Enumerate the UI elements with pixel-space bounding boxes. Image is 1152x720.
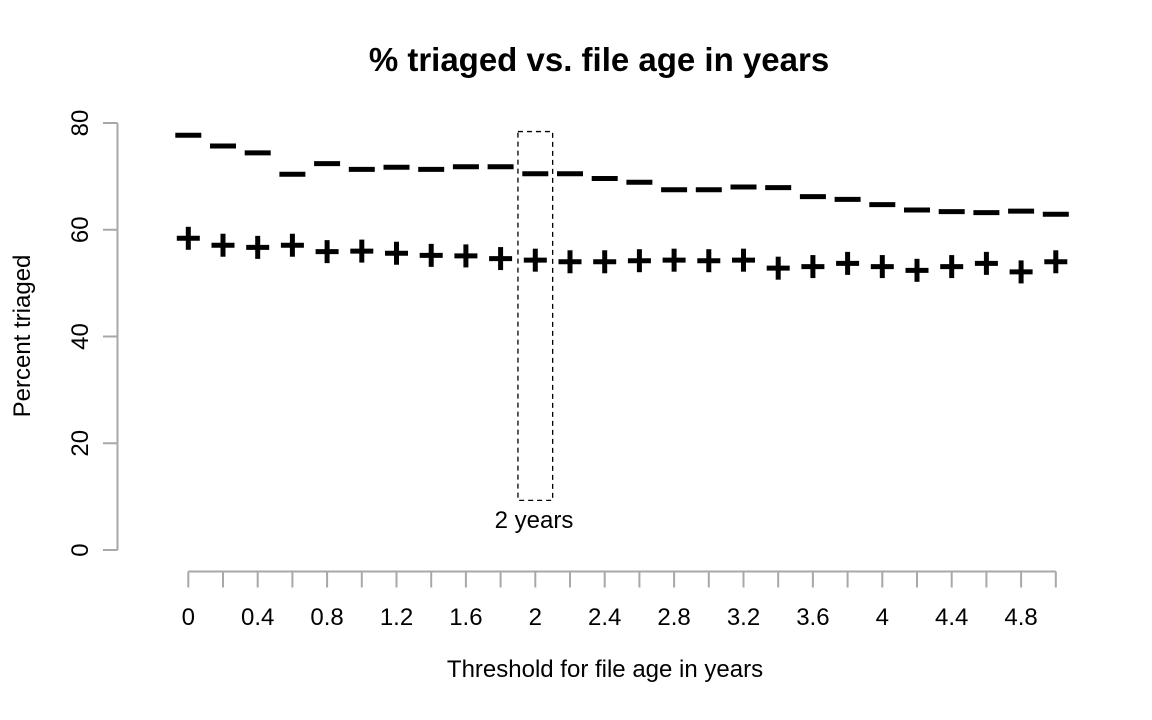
x-tick-label: 3.6 xyxy=(796,604,829,631)
x-tick-label: 1.6 xyxy=(449,604,482,631)
annotation-group xyxy=(517,130,554,502)
y-tick-label: 0 xyxy=(67,543,94,556)
x-axis-title: Threshold for file age in years xyxy=(447,656,763,683)
y-axis-title: Percent triaged xyxy=(9,255,36,418)
x-tick-label: 2.4 xyxy=(588,604,621,631)
x-tick-label: 2.8 xyxy=(657,604,690,631)
x-tick-label: 0 xyxy=(182,604,195,631)
chart-title: % triaged vs. file age in years xyxy=(369,41,829,78)
x-tick-label: 2 xyxy=(529,604,542,631)
axes-group: 0 0.4 0.8 1.2 1.6 2 2.4 2.8 3.2 3.6 4 4.4 4.8 0 20 40 60… xyxy=(67,110,1057,631)
y-tick-label: 60 xyxy=(67,216,94,243)
x-tick-label: 4 xyxy=(876,604,889,631)
x-tick-label: 4.4 xyxy=(935,604,968,631)
annotation-label: 2 years xyxy=(495,507,574,534)
x-tick-label: 1.2 xyxy=(380,604,413,631)
y-tick-label: 80 xyxy=(67,110,94,137)
data-marks-group xyxy=(175,132,1069,284)
x-tick-label: 4.8 xyxy=(1004,604,1037,631)
x-tick-label: 0.4 xyxy=(241,604,274,631)
y-tick-label: 40 xyxy=(67,323,94,350)
x-tick-label: 0.8 xyxy=(310,604,343,631)
annotation-rect xyxy=(517,130,554,502)
x-tick-label: 3.2 xyxy=(727,604,760,631)
y-tick-label: 20 xyxy=(67,430,94,457)
